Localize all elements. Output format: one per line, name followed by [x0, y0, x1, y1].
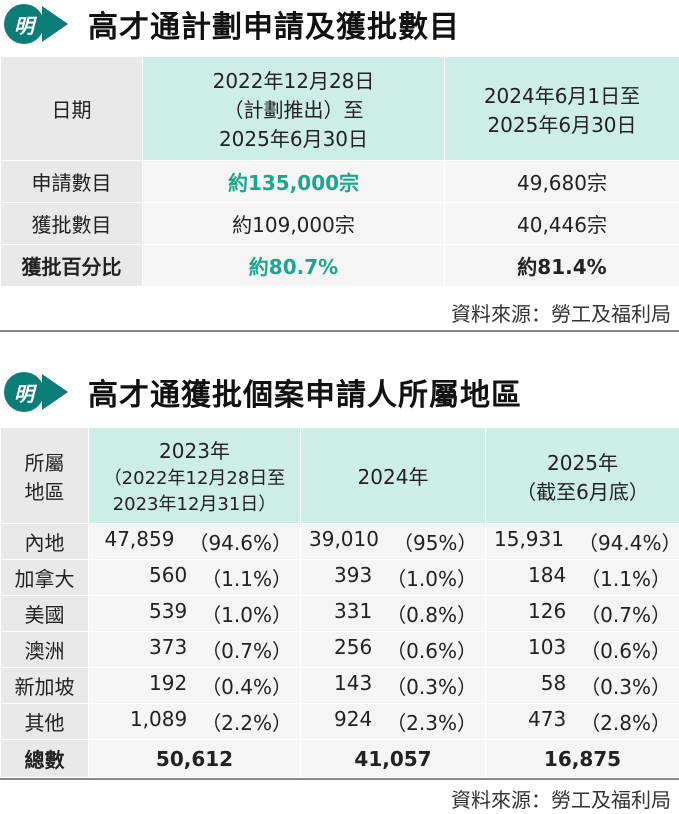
table-cell: 約109,000宗 — [142, 202, 445, 245]
percent: （0.4%） — [201, 675, 292, 699]
ming-pao-logo: 明 — [4, 372, 44, 412]
percent: （0.3%） — [386, 675, 477, 699]
header-2023-line2: （2022年12月28日至 — [103, 468, 286, 489]
total-label: 總數 — [0, 739, 89, 778]
ming-pao-logo: 明 — [4, 4, 44, 44]
source-note-2: 資料來源：勞工及福利局 — [451, 788, 671, 812]
percent: （2.3%） — [386, 711, 477, 735]
title-bar-1: 明 高才通計劃申請及獲批數目 — [0, 0, 679, 48]
count: 473 — [528, 707, 567, 731]
percent: （0.6%） — [580, 639, 671, 663]
header-period-2: 2024年6月1日至 2025年6月30日 — [444, 56, 679, 161]
percent: （0.7%） — [580, 603, 671, 627]
row-label: 美國 — [0, 595, 89, 632]
header-2025-line2: （截至6月底） — [516, 479, 649, 504]
count: 103 — [528, 635, 567, 659]
total-value: 41,057 — [300, 739, 486, 778]
header-period-2-line1: 2024年6月1日至 — [483, 83, 641, 108]
header-period-1-line2: （計劃推出）至 — [223, 98, 364, 122]
percent: （95%） — [392, 531, 478, 555]
percent: （1.0%） — [201, 603, 292, 627]
count: 560 — [149, 563, 188, 587]
percent: （0.6%） — [386, 639, 477, 663]
header-2023: 2023年 （2022年12月28日至 2023年12月31日） — [88, 427, 301, 524]
table-cell: 約135,000宗 — [142, 160, 445, 203]
count: 143 — [334, 671, 373, 695]
table-cell: 49,680宗 — [444, 160, 679, 203]
arrow-icon — [42, 374, 68, 410]
count: 39,010 — [309, 527, 379, 551]
total-value: 16,875 — [485, 739, 679, 778]
header-region: 所屬 地區 — [0, 427, 89, 524]
count: 393 — [334, 563, 373, 587]
section-title-1: 高才通計劃申請及獲批數目 — [88, 10, 460, 45]
divider — [0, 778, 679, 780]
count: 256 — [334, 635, 373, 659]
count: 373 — [149, 635, 188, 659]
percent: （1.1%） — [580, 567, 671, 591]
count: 126 — [528, 599, 567, 623]
header-2023-line1: 2023年 — [159, 439, 230, 463]
header-2025-line1: 2025年 — [547, 450, 618, 475]
percent: （1.1%） — [201, 567, 292, 591]
header-2025: 2025年 （截至6月底） — [485, 427, 679, 524]
header-2024: 2024年 — [300, 427, 486, 524]
header-period-1-line3: 2025年6月30日 — [218, 127, 369, 151]
percent: （94.4%） — [577, 531, 679, 555]
header-2023-line3: 2023年12月31日） — [112, 494, 277, 515]
count: 192 — [149, 671, 188, 695]
row-label: 澳洲 — [0, 631, 89, 668]
divider — [0, 330, 679, 332]
percent: （0.8%） — [386, 603, 477, 627]
approvals-table: 日期 2022年12月28日 （計劃推出）至 2025年6月30日 2024年6… — [0, 56, 679, 287]
percent: （2.2%） — [201, 711, 292, 735]
count: 1,089 — [129, 707, 188, 731]
row-label: 其他 — [0, 703, 89, 740]
regions-table: 所屬 地區 2023年 （2022年12月28日至 2023年12月31日） 2… — [0, 427, 679, 778]
table-cell: 40,446宗 — [444, 202, 679, 245]
row-label: 加拿大 — [0, 559, 89, 596]
section-regions: 明 高才通獲批個案申請人所屬地區 — [0, 368, 679, 416]
percent: （0.7%） — [201, 639, 292, 663]
count: 184 — [528, 563, 567, 587]
row-label: 新加坡 — [0, 667, 89, 704]
count: 331 — [334, 599, 373, 623]
header-period-2-line2: 2025年6月30日 — [487, 112, 637, 137]
percent: （0.3%） — [580, 675, 671, 699]
table-cell: 約80.7% — [142, 244, 445, 287]
table-cell: 約81.4% — [444, 244, 679, 287]
row-label: 內地 — [0, 523, 89, 560]
section-approvals: 明 高才通計劃申請及獲批數目 — [0, 0, 679, 48]
header-region-line1: 所屬 — [24, 450, 65, 475]
header-period-1-line1: 2022年12月28日 — [212, 69, 375, 93]
title-bar-2: 明 高才通獲批個案申請人所屬地區 — [0, 368, 679, 416]
row-label: 獲批數目 — [0, 202, 143, 245]
percent: （2.8%） — [580, 711, 671, 735]
count: 539 — [149, 599, 188, 623]
count: 15,931 — [494, 527, 564, 551]
source-note-1: 資料來源：勞工及福利局 — [451, 302, 671, 326]
percent: （1.0%） — [386, 567, 477, 591]
header-region-line2: 地區 — [24, 479, 65, 504]
row-label: 獲批百分比 — [0, 244, 143, 287]
header-date: 日期 — [0, 56, 143, 161]
percent: （94.6%） — [188, 531, 292, 555]
section-title-2: 高才通獲批個案申請人所屬地區 — [88, 378, 522, 413]
row-label: 申請數目 — [0, 160, 143, 203]
count: 58 — [540, 671, 567, 695]
header-period-1: 2022年12月28日 （計劃推出）至 2025年6月30日 — [142, 56, 445, 161]
count: 924 — [334, 707, 373, 731]
arrow-icon — [42, 6, 68, 42]
total-value: 50,612 — [88, 739, 301, 778]
count: 47,859 — [104, 527, 175, 551]
